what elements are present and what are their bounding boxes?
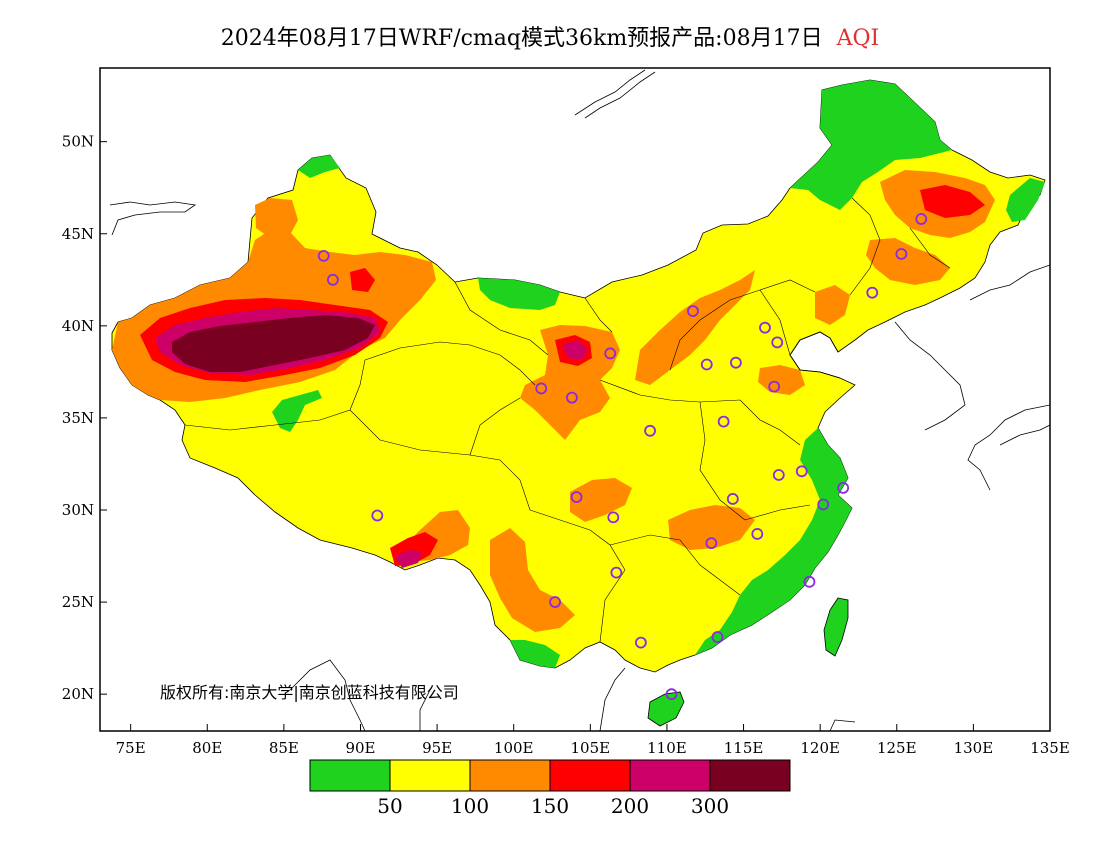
station-marker	[915, 213, 928, 225]
station-marker	[535, 382, 548, 395]
aqi-colorbar: 50 100 150 200 300	[309, 759, 791, 818]
taiwan-island	[823, 597, 849, 657]
colorbar-label: 100	[451, 794, 489, 818]
orange-yunnan	[490, 528, 575, 632]
province-boundaries	[184, 197, 951, 643]
lon-tick-label: 90E	[345, 739, 375, 757]
station-marker	[570, 491, 583, 504]
station-marker	[895, 248, 908, 260]
green-guangxi-coast	[510, 640, 560, 668]
station-marker	[711, 631, 724, 643]
latitude-axis: 20N 25N 30N 35N 40N 45N 50N	[62, 133, 107, 703]
lon-tick-label: 120E	[800, 739, 840, 757]
colorbar-label: 150	[531, 794, 569, 818]
colorbar-swatch	[389, 759, 471, 792]
magenta-ningxia	[562, 340, 588, 360]
green-southeast-coast	[695, 428, 852, 655]
station-marker	[634, 636, 647, 649]
red-xinjiang-north	[350, 268, 375, 292]
station-marker	[803, 575, 816, 588]
lon-tick-label: 105E	[571, 739, 611, 757]
station-marker	[327, 273, 339, 286]
green-xinjiang-south	[272, 390, 322, 432]
colorbar-swatch	[309, 759, 391, 792]
map-content	[109, 69, 1050, 731]
station-marker	[717, 415, 730, 428]
station-marker	[644, 424, 656, 437]
station-marker	[687, 305, 699, 318]
copyright-notice: 版权所有:南京大学|南京创蓝科技有限公司	[160, 683, 459, 702]
station-marker	[665, 688, 678, 701]
lat-tick-label: 45N	[62, 225, 94, 243]
orange-jilin	[866, 238, 950, 285]
lon-tick-label: 110E	[647, 739, 687, 757]
orange-shanxi	[635, 270, 755, 385]
station-marker	[729, 356, 742, 369]
station-marker	[705, 537, 718, 550]
map-title: 2024年08月17日WRF/cmaq模式36km预报产品:08月17日 AQI	[0, 20, 1100, 52]
green-northeast	[790, 80, 952, 210]
station-marker	[817, 498, 830, 511]
station-markers	[317, 213, 928, 701]
colorbar-label: 50	[377, 794, 402, 818]
station-marker	[604, 347, 617, 360]
title-variable: AQI	[836, 26, 880, 51]
station-marker	[700, 358, 713, 371]
station-marker	[866, 286, 879, 299]
lon-tick-label: 130E	[954, 739, 994, 757]
station-marker	[837, 481, 850, 494]
station-marker	[795, 465, 808, 478]
colorbar-swatch	[709, 759, 791, 792]
lon-tick-label: 100E	[494, 739, 534, 757]
station-marker	[610, 566, 623, 579]
lon-tick-label: 135E	[1030, 739, 1070, 757]
title-main: 2024年08月17日WRF/cmaq模式36km预报产品:08月17日	[220, 26, 823, 51]
orange-ningxia	[520, 325, 620, 440]
lat-tick-label: 25N	[62, 593, 94, 611]
lon-tick-label: 125E	[877, 739, 917, 757]
station-marker	[317, 249, 330, 262]
station-marker	[371, 509, 384, 522]
station-marker	[768, 380, 781, 393]
lon-tick-label: 80E	[192, 739, 222, 757]
colorbar-swatch	[549, 759, 631, 792]
severe-taklimakan	[172, 315, 375, 372]
lat-tick-label: 20N	[62, 685, 94, 703]
station-marker	[607, 511, 620, 524]
lon-tick-label: 115E	[724, 739, 764, 757]
lon-tick-label: 75E	[116, 739, 146, 757]
hainan-island	[647, 691, 685, 727]
orange-sichuan	[570, 478, 632, 522]
green-heilongjiang-east	[1006, 178, 1045, 222]
station-marker	[759, 321, 771, 334]
orange-xinjiang-north-patch	[255, 198, 298, 238]
orange-liaoning	[815, 285, 850, 325]
station-marker	[726, 493, 739, 505]
station-marker	[771, 336, 784, 349]
colorbar-swatch	[629, 759, 711, 792]
neighbor-outlines	[109, 69, 1050, 731]
lat-tick-label: 50N	[62, 133, 94, 151]
lat-tick-label: 30N	[62, 501, 94, 519]
longitude-axis: 75E 80E 85E 90E 95E 100E 105E 110E 115E 120E 125E 1…	[116, 724, 1070, 757]
colorbar-swatch	[469, 759, 551, 792]
colorbar-label: 300	[691, 794, 729, 818]
station-marker	[751, 528, 764, 540]
magenta-tibet-east	[395, 550, 422, 568]
green-xinjiang-north	[298, 155, 340, 178]
lon-tick-label: 95E	[422, 739, 452, 757]
orange-hubei	[668, 505, 755, 550]
green-inner-mongolia-west	[478, 278, 560, 310]
lat-tick-label: 35N	[62, 409, 94, 427]
colorbar-label: 200	[611, 794, 649, 818]
red-heilongjiang	[920, 185, 985, 218]
lat-tick-label: 40N	[62, 317, 94, 335]
station-marker	[549, 596, 561, 608]
station-marker	[772, 469, 785, 481]
map-frame	[99, 67, 1051, 732]
station-marker	[566, 391, 578, 404]
lon-tick-label: 85E	[269, 739, 299, 757]
